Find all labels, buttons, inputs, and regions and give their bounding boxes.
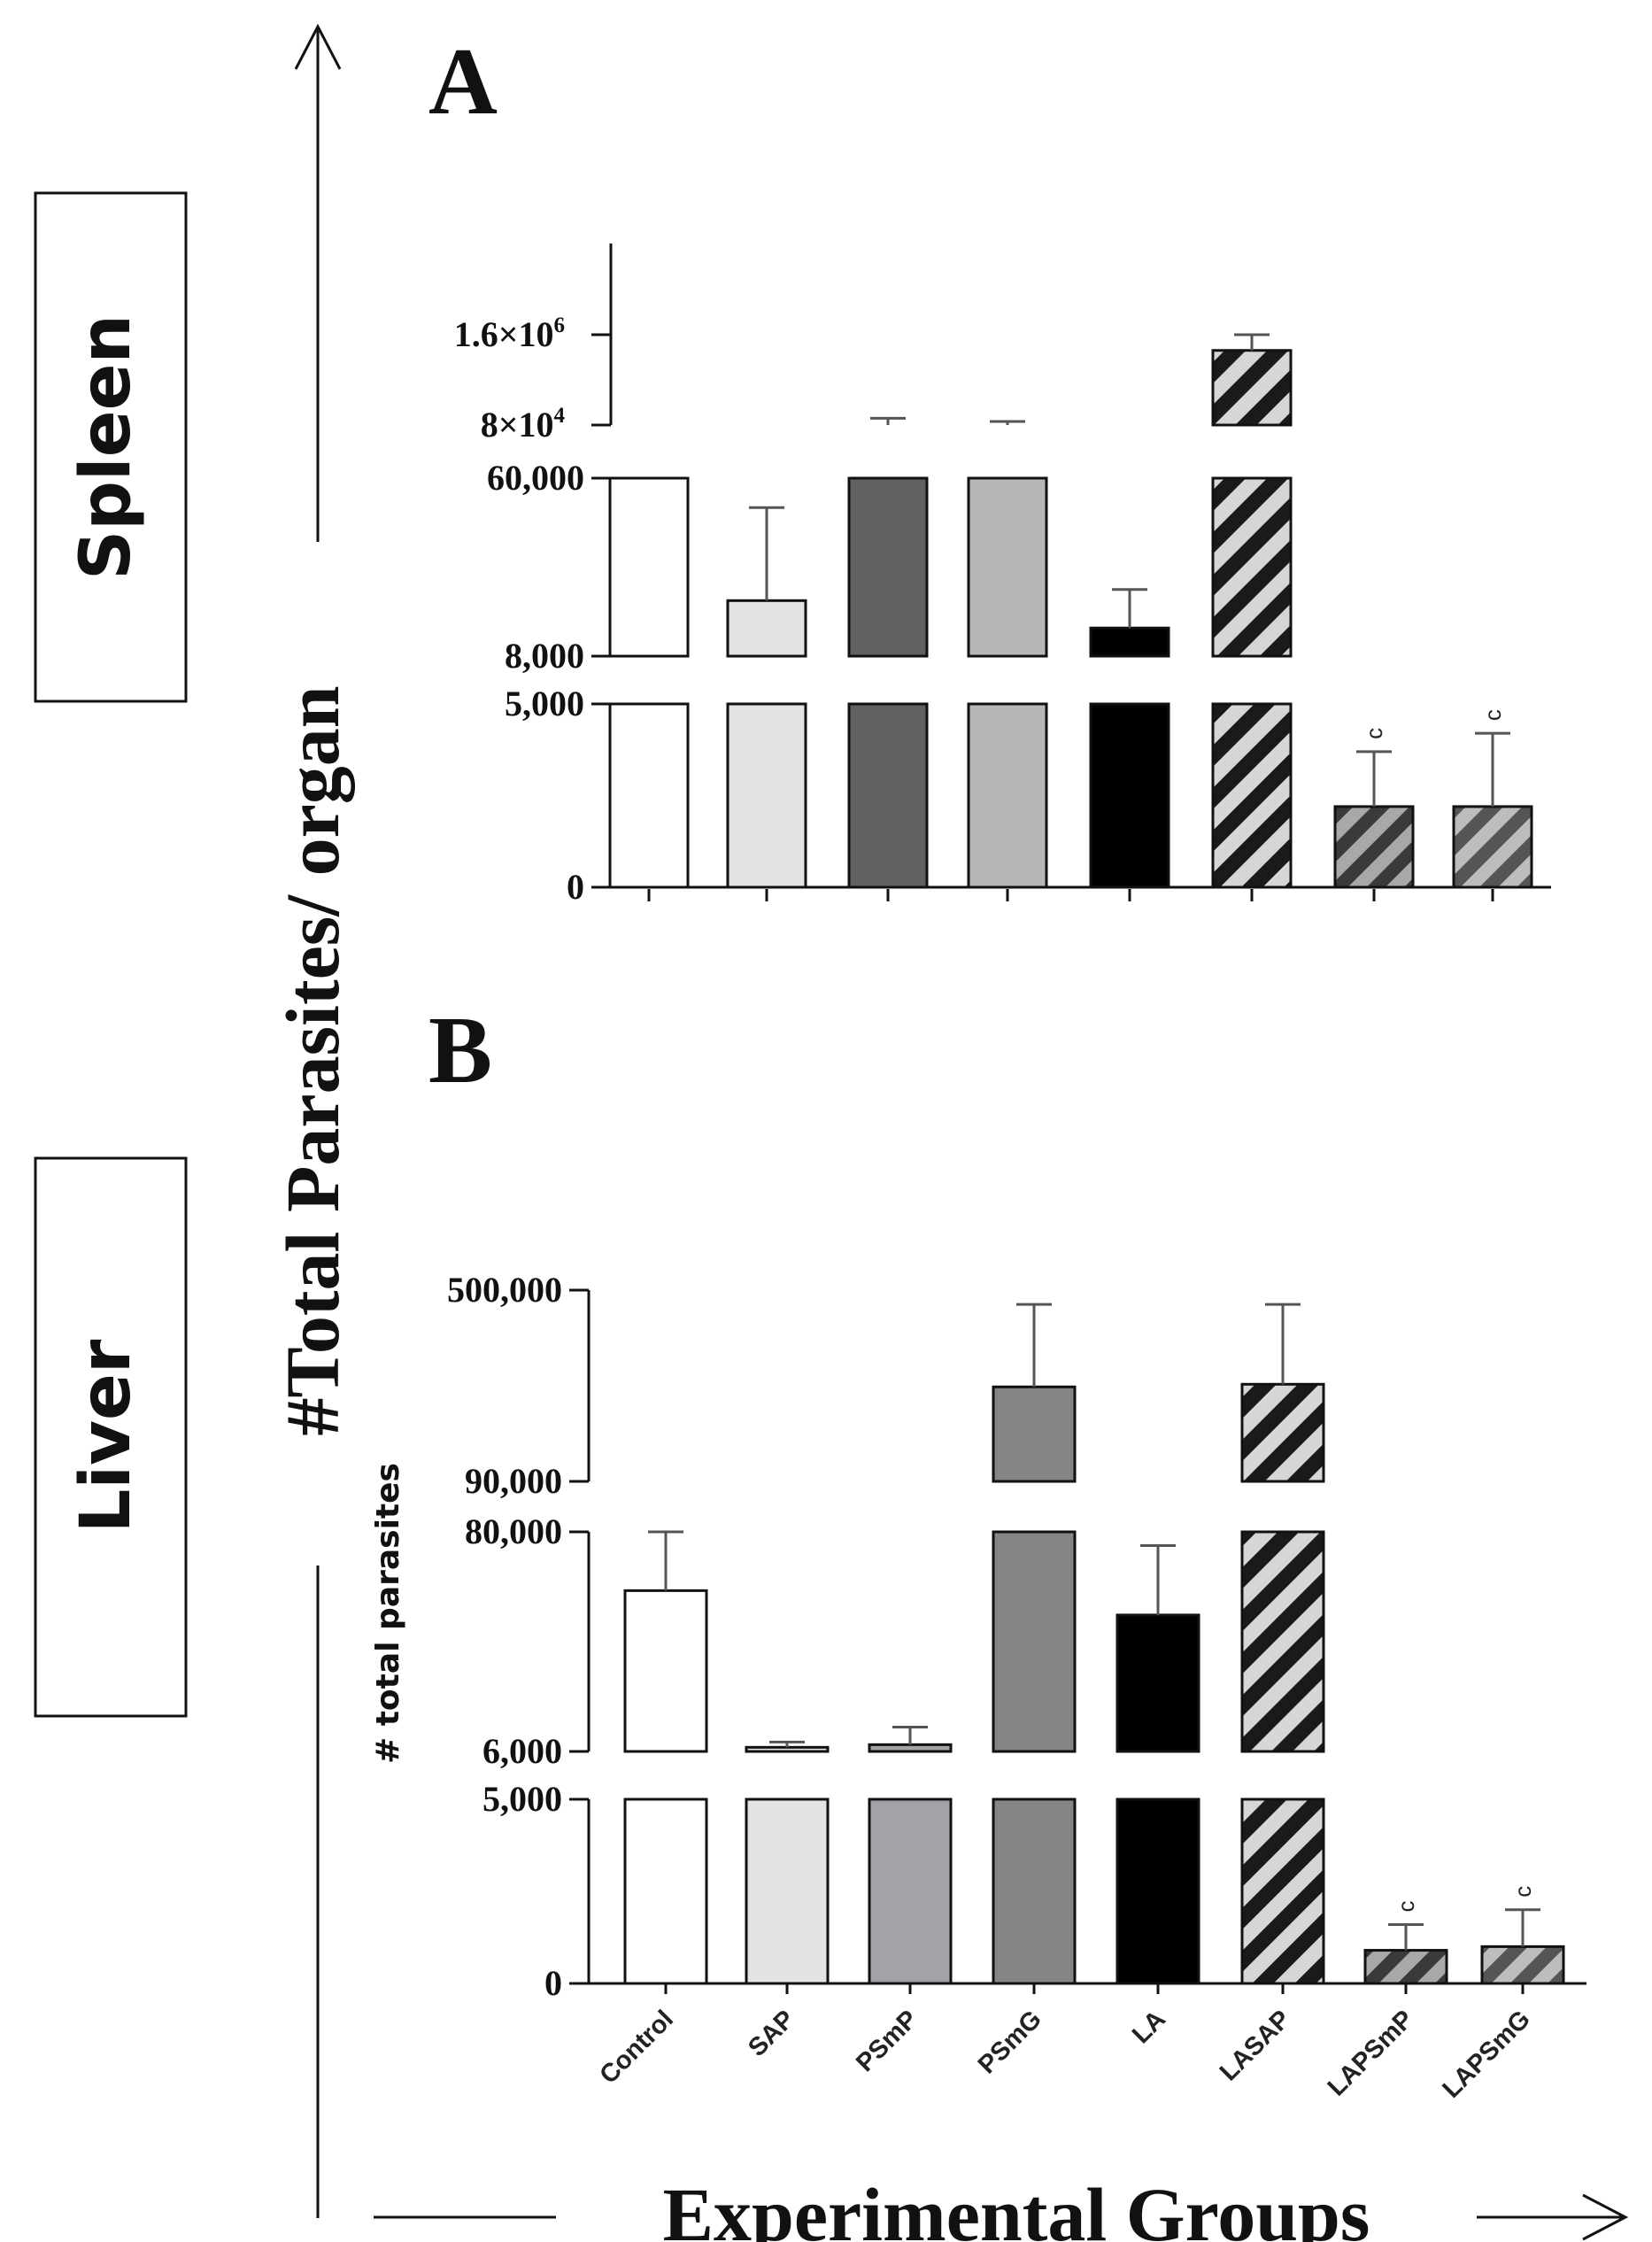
- spleen-label: Spleen: [66, 314, 146, 580]
- y-tick-label: 1.6×106: [454, 313, 565, 354]
- y-tick-label: 8×104: [481, 404, 566, 445]
- bar-segment: [1211, 702, 1293, 889]
- bar-segment: [868, 1743, 953, 1753]
- bar-segment: [1211, 349, 1293, 427]
- significance-mark: c: [1479, 709, 1506, 721]
- x-axis-title: Experimental Groups: [663, 2172, 1370, 2242]
- panel-a-chart: 0 5,000 8,000 60,000 8×104 1.6×106 c c: [454, 244, 1551, 907]
- bar-segment: [967, 702, 1048, 889]
- bar-PSmP: PSmP: [851, 1725, 953, 2077]
- bar-segment: [967, 476, 1048, 658]
- category-label: LAPSmG: [1437, 2005, 1536, 2104]
- y-tick-label: 6,000: [482, 1731, 562, 1771]
- bar-segment: [726, 599, 807, 658]
- y-tick-label: 60,000: [487, 458, 584, 498]
- bar-segment: [1240, 1530, 1325, 1753]
- bar-segment: [623, 1797, 708, 1985]
- inner-y-label: # total parasites: [370, 1463, 406, 1764]
- significance-mark: c: [1361, 728, 1387, 739]
- bar-LAPSmP: c: [1333, 728, 1415, 901]
- y-tick-label: 500,000: [447, 1270, 562, 1310]
- bar-SAP: [726, 506, 807, 901]
- bar-Control: Control: [594, 1530, 708, 2090]
- category-label: LASAP: [1215, 2005, 1296, 2086]
- bar-segment: [1089, 626, 1170, 658]
- bar-LA: LA: [1115, 1544, 1200, 2049]
- bar-PSmP: [847, 416, 929, 901]
- category-label: LA: [1127, 2005, 1171, 2049]
- bar-segment: [1089, 702, 1170, 889]
- y-tick-label: 5,000: [505, 684, 584, 723]
- bar-segment: [608, 476, 690, 658]
- bar-LAPSmG: c: [1452, 709, 1533, 901]
- bar-segment: [992, 1385, 1077, 1483]
- liver-label-box: [34, 1156, 188, 1718]
- bar-segment: [726, 702, 807, 889]
- panel-b-chart: 0 5,000 6,000 80,000 90,000 500,000 Control SAP…: [447, 1270, 1586, 2104]
- bar-segment: [1363, 1949, 1448, 1985]
- bar-segment: [623, 1589, 708, 1753]
- y-tick-label: 5,000: [482, 1779, 562, 1819]
- bar-segment: [745, 1745, 830, 1753]
- panel-a-letter: A: [428, 29, 498, 135]
- y-arrow-head-icon: [294, 23, 342, 70]
- bar-segment: [1452, 805, 1533, 889]
- bar-segment: [1333, 805, 1415, 889]
- bar-segment: [992, 1530, 1077, 1753]
- bar-segment: [847, 702, 929, 889]
- category-label: SAP: [743, 2005, 800, 2062]
- x-arrow-head-icon: [1582, 2193, 1629, 2241]
- bar-segment: [868, 1797, 953, 1985]
- bar-segment: [608, 702, 690, 889]
- category-label: LAPSmP: [1323, 2005, 1419, 2101]
- bar-segment: [992, 1797, 1077, 1985]
- bar-segment: [1480, 1944, 1565, 1985]
- bar-segment: [1240, 1797, 1325, 1985]
- y-axis-title: #Total Parasites/ organ: [270, 685, 355, 1435]
- y-tick-label: 8,000: [505, 636, 584, 676]
- bar-segment: [745, 1797, 830, 1985]
- bar-PSmG: PSmG: [973, 1303, 1077, 2079]
- y-tick-label: 0: [544, 1963, 562, 2003]
- y-tick-label: 0: [567, 867, 584, 907]
- bar-LAPSmG: c LAPSmG: [1437, 1886, 1565, 2104]
- bar-LASAP: [1211, 333, 1293, 901]
- y-tick-label: 80,000: [465, 1511, 562, 1551]
- bar-segment: [1115, 1613, 1200, 1753]
- liver-label: Liver: [66, 1339, 146, 1533]
- bar-segment: [1115, 1797, 1200, 1985]
- significance-mark: c: [1509, 1886, 1536, 1898]
- bar-SAP: SAP: [743, 1740, 830, 2062]
- category-label: PSmP: [851, 2005, 923, 2077]
- significance-mark: c: [1393, 1900, 1419, 1912]
- category-label: PSmG: [973, 2005, 1047, 2079]
- spleen-label-box: [34, 191, 188, 703]
- panel-b-letter: B: [428, 998, 492, 1103]
- bar-LASAP: LASAP: [1215, 1303, 1325, 2086]
- bar-segment: [1240, 1382, 1325, 1483]
- bar-LAPSmP: c LAPSmP: [1323, 1900, 1448, 2102]
- y-tick-label: 90,000: [465, 1461, 562, 1501]
- bar-LA: [1089, 588, 1170, 901]
- bar-segment: [1211, 476, 1293, 658]
- bar-segment: [847, 476, 929, 658]
- bar-PSmG: [967, 420, 1048, 901]
- category-label: Control: [594, 2005, 679, 2090]
- bar-Control: [608, 476, 690, 901]
